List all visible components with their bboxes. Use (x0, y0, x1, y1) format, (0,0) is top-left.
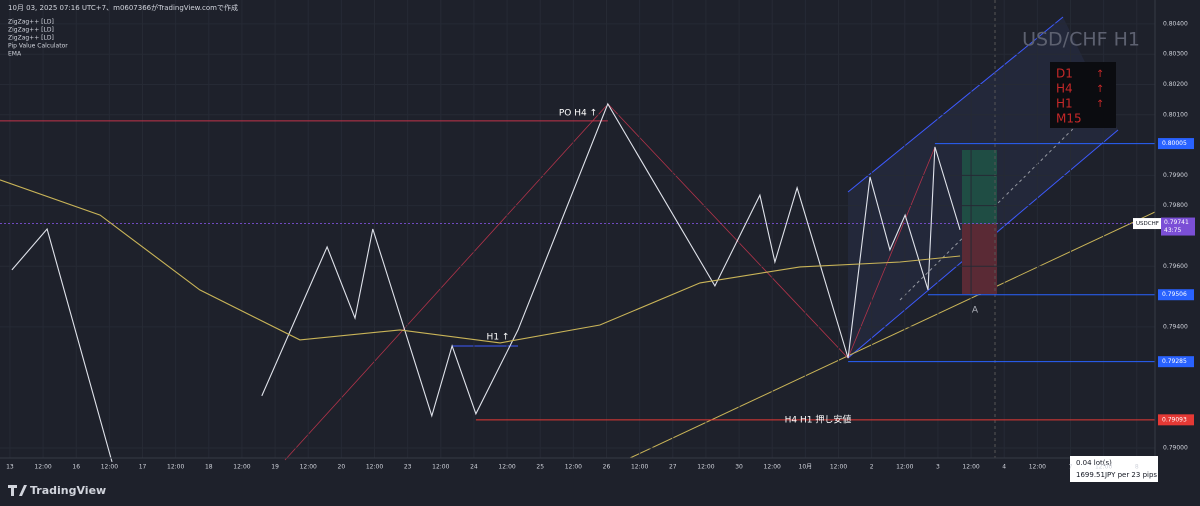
x-tick-label: 16 (72, 464, 80, 471)
x-tick-label: 12:00 (101, 464, 118, 471)
annotation: A (972, 306, 979, 316)
y-tick-label: 0.80200 (1163, 81, 1188, 88)
trend-line (629, 211, 1156, 459)
x-tick-label: 12:00 (34, 464, 51, 471)
indicator: ZigZag++ [LD] (8, 27, 54, 34)
x-tick-label: 23 (404, 464, 412, 471)
x-tick-label: 12:00 (764, 464, 781, 471)
x-tick-label: 17 (139, 464, 147, 471)
plot (0, 102, 1155, 463)
y-tick-label: 0.80100 (1163, 111, 1188, 118)
x-tick-label: 2 (870, 464, 874, 471)
x-tick-label: 12:00 (498, 464, 515, 471)
x-tick-label: 26 (603, 464, 611, 471)
x-tick-label: 18 (205, 464, 213, 471)
annotation: H1 ↑ (487, 333, 510, 343)
y-tick-label: 0.80300 (1163, 51, 1188, 58)
trend-arrow: ↑ (1096, 84, 1104, 95)
series-line (11, 102, 961, 463)
last-price-tag (1133, 218, 1161, 230)
y-tick-label: 0.79600 (1163, 263, 1188, 270)
x-tick-label: 3 (936, 464, 940, 471)
x-tick-label: 12:00 (1095, 464, 1112, 471)
x-tick-label: 12:00 (300, 464, 317, 471)
x-tick-label: 10月 (799, 464, 813, 471)
price-label: 0.79093 (1162, 416, 1187, 423)
indicator: ZigZag++ [LD] (8, 35, 54, 42)
x-tick-label: 8 (1135, 464, 1139, 471)
x-tick-label: 19 (271, 464, 279, 471)
channel-upper (847, 16, 1064, 193)
annotation: H4 H1 押し安値 (785, 414, 852, 426)
price-label-bg (1158, 414, 1194, 426)
price-label: 0.80005 (1162, 140, 1187, 147)
x-tick-label: 12:00 (366, 464, 383, 471)
x-tick-label: 12:00 (697, 464, 714, 471)
x-tick-label: 7 (1069, 464, 1073, 471)
series-line (0, 179, 961, 344)
x-tick-label: 12:00 (962, 464, 979, 471)
trend-arrow: ↑ (1096, 99, 1104, 110)
brand-logo (8, 485, 27, 496)
x-tick-label: 12:00 (830, 464, 847, 471)
y-tick-label: 0.79800 (1163, 202, 1188, 209)
x-tick-label: 13 (6, 464, 14, 471)
x-tick-label: 20 (338, 464, 346, 471)
x-tick-label: 24 (470, 464, 478, 471)
price-label-bg (1158, 289, 1194, 301)
timeframe: M15 (1056, 112, 1082, 126)
stop-box (962, 224, 997, 294)
x-tick-label: 12:00 (896, 464, 913, 471)
price-axis (1155, 0, 1200, 476)
x-tick-label: 25 (536, 464, 544, 471)
trend-panel-items: D1 ↑ H4 ↑ H1 ↑ M15 (1056, 67, 1104, 126)
timeframe: H4 (1056, 82, 1073, 96)
x-tick-label: 12:00 (631, 464, 648, 471)
price-label: 0.79506 (1162, 291, 1187, 298)
x-tick-label: 12:00 (565, 464, 582, 471)
indicator: ZigZag++ [LD] (8, 19, 54, 26)
calculator-text: 0.04 lot(s) (1076, 459, 1112, 467)
timeframe: D1 (1056, 67, 1073, 81)
y-tick-label: 0.80400 (1163, 20, 1188, 27)
brand: TradingView (30, 484, 106, 497)
x-tick-label: 30 (735, 464, 743, 471)
price-label: 0.79285 (1162, 358, 1187, 365)
x-tick-label: 27 (669, 464, 677, 471)
calculator-text: 1699.51JPY per 23 pips (1076, 471, 1157, 479)
indicator: Pip Value Calculator (8, 43, 68, 50)
annotation: PO H4 ↑ (559, 109, 597, 119)
indicator: EMA (8, 51, 22, 58)
zigzag-h4 (284, 103, 936, 461)
price-label-bg (1158, 356, 1194, 368)
countdown: 43:75 (1164, 227, 1181, 234)
y-tick-label: 0.79400 (1163, 323, 1188, 330)
last-price-label: 0.79741 (1164, 219, 1189, 226)
x-tick-label: 12:00 (1029, 464, 1046, 471)
y-tick-label: 0.79900 (1163, 172, 1188, 179)
timeframe: H1 (1056, 97, 1073, 111)
x-tick-label: 4 (1002, 464, 1006, 471)
target-box (962, 150, 997, 224)
calculator-box (1070, 456, 1158, 482)
x-tick-label: 12:00 (432, 464, 449, 471)
caption: 10月 03, 2025 07:16 UTC+7、m0607366がTradin… (8, 3, 238, 12)
x-tick-label: 12:00 (233, 464, 250, 471)
x-tick-label: 12:00 (167, 464, 184, 471)
price-label-bg (1158, 138, 1194, 150)
y-tick-label: 0.79000 (1163, 445, 1188, 452)
trend-arrow: ↑ (1096, 69, 1104, 80)
last-price-bg (1161, 217, 1195, 236)
watermark: USD/CHF H1 (1022, 29, 1140, 51)
last-price-symbol: USDCHF (1136, 221, 1159, 227)
trend-panel (1050, 62, 1116, 128)
